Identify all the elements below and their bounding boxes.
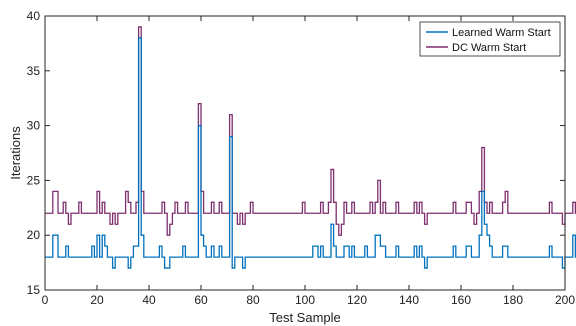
legend-label-dc: DC Warm Start bbox=[452, 42, 526, 54]
x-axis-label: Test Sample bbox=[269, 310, 341, 325]
y-axis-label: Iterations bbox=[8, 126, 23, 180]
y-tick-label: 35 bbox=[27, 64, 41, 78]
y-tick-label: 20 bbox=[27, 228, 41, 242]
plot-area bbox=[45, 16, 565, 290]
x-tick-label: 180 bbox=[503, 293, 523, 307]
x-tick-label: 120 bbox=[347, 293, 367, 307]
y-tick-label: 15 bbox=[27, 283, 41, 297]
x-tick-label: 160 bbox=[451, 293, 471, 307]
legend: Learned Warm Start DC Warm Start bbox=[420, 22, 560, 56]
x-tick-label: 140 bbox=[399, 293, 419, 307]
x-tick-label: 200 bbox=[555, 293, 575, 307]
x-tick-label: 100 bbox=[295, 293, 315, 307]
x-tick-label: 60 bbox=[194, 293, 208, 307]
x-tick-label: 40 bbox=[142, 293, 156, 307]
y-tick-label: 30 bbox=[27, 119, 41, 133]
legend-label-learned: Learned Warm Start bbox=[452, 27, 551, 39]
x-tick-label: 0 bbox=[42, 293, 49, 307]
y-tick-label: 40 bbox=[27, 9, 41, 23]
x-tick-label: 20 bbox=[90, 293, 104, 307]
x-tick-label: 80 bbox=[246, 293, 260, 307]
y-tick-label: 25 bbox=[27, 173, 41, 187]
